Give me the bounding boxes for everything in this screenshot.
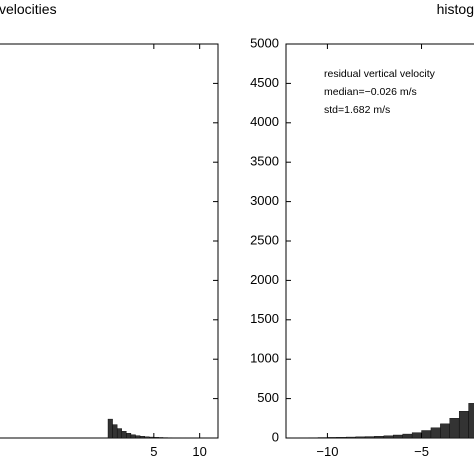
- left-panel-title: velocities: [0, 1, 57, 17]
- annotation-title: residual vertical velocity: [324, 68, 436, 80]
- right-y-tick-label-1000: 1000: [250, 351, 279, 366]
- left-x-tick-label-10: 10: [192, 444, 206, 459]
- annotation-median: median=−0.026 m/s: [324, 86, 417, 98]
- left-histogram-bar: [153, 437, 159, 439]
- right-panel: histog 0 500 1000 1500 2000 2500 3000 35…: [250, 1, 474, 459]
- right-histogram-bar: [374, 436, 385, 439]
- left-histogram-bar: [144, 436, 150, 439]
- right-histogram-bar: [327, 437, 338, 439]
- right-histogram-bar: [355, 436, 366, 439]
- right-histogram-bar: [364, 436, 375, 439]
- left-histogram-bar: [126, 433, 132, 439]
- right-y-tick-label-1500: 1500: [250, 311, 279, 326]
- left-x-ticks: [153, 44, 201, 438]
- right-histogram-bar: [440, 423, 450, 439]
- left-histogram-bar: [121, 431, 127, 439]
- right-y-tick-label-3500: 3500: [250, 154, 279, 169]
- right-y-tick-label-0: 0: [272, 429, 279, 444]
- right-x-tick-label-minus-5: −5: [414, 444, 429, 459]
- left-histogram-bar: [112, 424, 118, 439]
- right-y-tick-label-500: 500: [257, 390, 279, 405]
- left-histogram-bar: [149, 436, 155, 439]
- left-histogram-bar: [158, 437, 164, 439]
- left-right-ticks: [213, 43, 218, 439]
- right-y-tick-label-2500: 2500: [250, 232, 279, 247]
- right-y-tick-label-3000: 3000: [250, 193, 279, 208]
- right-histogram-bar: [383, 435, 394, 439]
- right-x-ticks: [326, 44, 423, 438]
- right-y-tick-label-2000: 2000: [250, 272, 279, 287]
- right-x-tick-label-minus-10: −10: [316, 444, 338, 459]
- right-histogram-bar: [336, 437, 347, 439]
- right-histogram-bar: [421, 430, 432, 439]
- right-histogram-bar: [346, 436, 356, 439]
- right-y-tick-label-4500: 4500: [250, 75, 279, 90]
- right-y-tick-label-5000: 5000: [250, 35, 279, 50]
- left-x-tick-label-5: 5: [150, 444, 157, 459]
- right-histogram-bar: [402, 433, 413, 439]
- left-histogram-bar: [135, 435, 141, 439]
- right-y-ticks: [286, 43, 291, 439]
- right-bars: [289, 403, 474, 439]
- left-histogram-bar: [139, 436, 145, 439]
- left-histogram-bar: [116, 428, 122, 439]
- left-panel: velocities 5 10: [0, 1, 219, 459]
- left-histogram-bar: [130, 434, 136, 439]
- right-histogram-bar: [458, 411, 469, 439]
- right-histogram-bar: [449, 418, 460, 439]
- annotation-std: std=1.682 m/s: [324, 104, 390, 116]
- right-histogram-bar: [468, 403, 474, 439]
- right-histogram-bar: [430, 427, 441, 439]
- right-panel-title: histog: [437, 1, 474, 17]
- right-histogram-bar: [393, 434, 403, 439]
- left-histogram-bar: [107, 418, 113, 439]
- right-histogram-bar: [411, 432, 422, 439]
- right-y-tick-label-4000: 4000: [250, 114, 279, 129]
